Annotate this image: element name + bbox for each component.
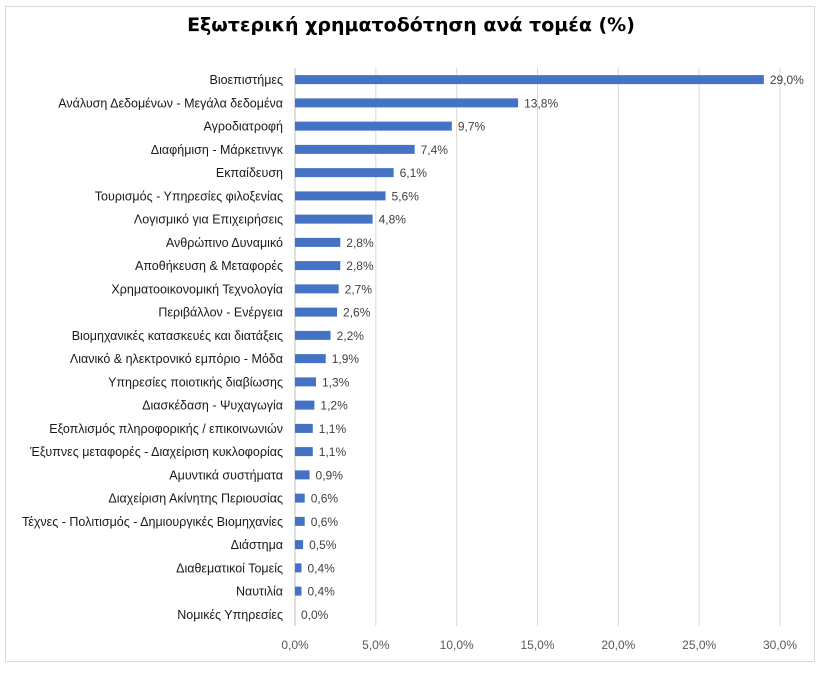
category-label: Ναυτιλία	[236, 585, 283, 599]
bar	[295, 586, 302, 596]
category-label: Αμυντικά συστήματα	[169, 468, 283, 482]
gridlines	[294, 68, 781, 626]
value-label: 7,4%	[421, 143, 449, 157]
bar	[295, 540, 304, 550]
bar	[295, 470, 310, 480]
value-label: 0,9%	[316, 468, 344, 482]
value-label: 1,9%	[332, 352, 360, 366]
category-label: Βιομηχανικές κατασκευές και διατάξεις	[72, 329, 283, 343]
value-label: 13,8%	[524, 96, 558, 110]
category-label: Έξυπνες μεταφορές - Διαχείριση κυκλοφορί…	[29, 445, 283, 459]
bar	[295, 516, 305, 526]
bar	[295, 400, 315, 410]
bar	[295, 214, 373, 224]
bar	[295, 307, 338, 317]
bar	[295, 144, 415, 154]
category-label: Αποθήκευση & Μεταφορές	[135, 259, 283, 273]
bar	[295, 447, 313, 457]
category-label: Χρηματοοικονομική Τεχνολογία	[111, 282, 283, 296]
value-label: 1,3%	[322, 375, 350, 389]
bar	[295, 98, 519, 108]
bar	[295, 423, 313, 433]
bar	[295, 75, 764, 85]
category-label: Διαχείριση Ακίνητης Περιουσίας	[108, 492, 283, 506]
value-label: 2,8%	[346, 236, 374, 250]
category-label: Ανθρώπινο Δυναμικό	[166, 236, 283, 250]
category-label: Λογισμικό για Επιχειρήσεις	[134, 213, 283, 227]
bar	[295, 261, 341, 271]
bar	[295, 237, 341, 247]
category-label: Ανάλυση Δεδομένων - Μεγάλα δεδομένα	[58, 96, 283, 110]
value-label: 0,4%	[307, 561, 335, 575]
category-label: Βιοεπιστήμες	[210, 73, 283, 87]
value-label: 1,2%	[320, 399, 348, 413]
value-label: 2,7%	[345, 282, 373, 296]
category-label: Διασκέδαση - Ψυχαγωγία	[142, 399, 283, 413]
category-label: Τέχνες - Πολιτισμός - Δημιουργικές Βιομη…	[22, 515, 283, 529]
value-label: 1,1%	[319, 422, 347, 436]
bar	[295, 168, 394, 178]
value-label: 2,2%	[337, 329, 365, 343]
x-tick-label: 30,0%	[763, 638, 797, 652]
value-label: 4,8%	[379, 213, 407, 227]
bars	[295, 75, 764, 596]
bar	[295, 191, 386, 201]
x-tick-label: 10,0%	[440, 638, 474, 652]
value-label: 2,6%	[343, 306, 371, 320]
value-label: 2,8%	[346, 259, 374, 273]
value-label: 6,1%	[400, 166, 428, 180]
category-labels: Βιοεπιστήμες Ανάλυση Δεδομένων - Μεγάλα δ…	[22, 73, 284, 622]
bar	[295, 354, 326, 364]
value-label: 5,6%	[392, 189, 420, 203]
bar	[295, 377, 317, 387]
value-label: 0,5%	[309, 538, 337, 552]
chart-title: Εξωτερική χρηματοδότηση ανά τομέα (%)	[187, 14, 635, 36]
category-label: Νομικές Υπηρεσίες	[177, 608, 283, 622]
x-tick-label: 5,0%	[362, 638, 390, 652]
category-label: Εξοπλισμός πληροφορικής / επικοινωνιών	[49, 422, 283, 436]
category-label: Διαθεματικοί Τομείς	[176, 561, 283, 575]
value-labels: 29,0% 13,8% 9,7% 7,4% 6,1% 5,6% 4,8% 2,8% 2,8% 2,…	[301, 73, 804, 622]
category-label: Υπηρεσίες ποιοτικής διαβίωσης	[108, 375, 283, 389]
bar	[295, 563, 302, 573]
x-tick-label: 25,0%	[682, 638, 716, 652]
value-label: 0,0%	[301, 608, 329, 622]
category-label: Διάστημα	[231, 538, 283, 552]
x-tick-label: 0,0%	[281, 638, 309, 652]
x-tick-label: 20,0%	[601, 638, 635, 652]
value-label: 0,6%	[311, 515, 339, 529]
category-label: Αγροδιατροφή	[204, 120, 283, 134]
value-label: 9,7%	[458, 120, 486, 134]
bar	[295, 121, 452, 131]
bar	[295, 493, 305, 503]
category-label: Περιβάλλον - Ενέργεια	[158, 306, 283, 320]
x-tick-label: 15,0%	[520, 638, 554, 652]
value-label: 29,0%	[770, 73, 804, 87]
x-axis-ticks: 0,0% 5,0% 10,0% 15,0% 20,0% 25,0% 30,0%	[281, 638, 797, 652]
category-label: Εκπαίδευση	[216, 166, 283, 180]
bar	[295, 284, 339, 294]
bar	[295, 330, 331, 340]
value-label: 0,6%	[311, 492, 339, 506]
value-label: 0,4%	[307, 585, 335, 599]
category-label: Τουρισμός - Υπηρεσίες φιλοξενίας	[95, 189, 283, 203]
value-label: 1,1%	[319, 445, 347, 459]
category-label: Λιανικό & ηλεκτρονικό εμπόριο - Μόδα	[70, 352, 283, 366]
chart-frame	[5, 6, 815, 662]
category-label: Διαφήμιση - Μάρκετινγκ	[151, 143, 284, 157]
